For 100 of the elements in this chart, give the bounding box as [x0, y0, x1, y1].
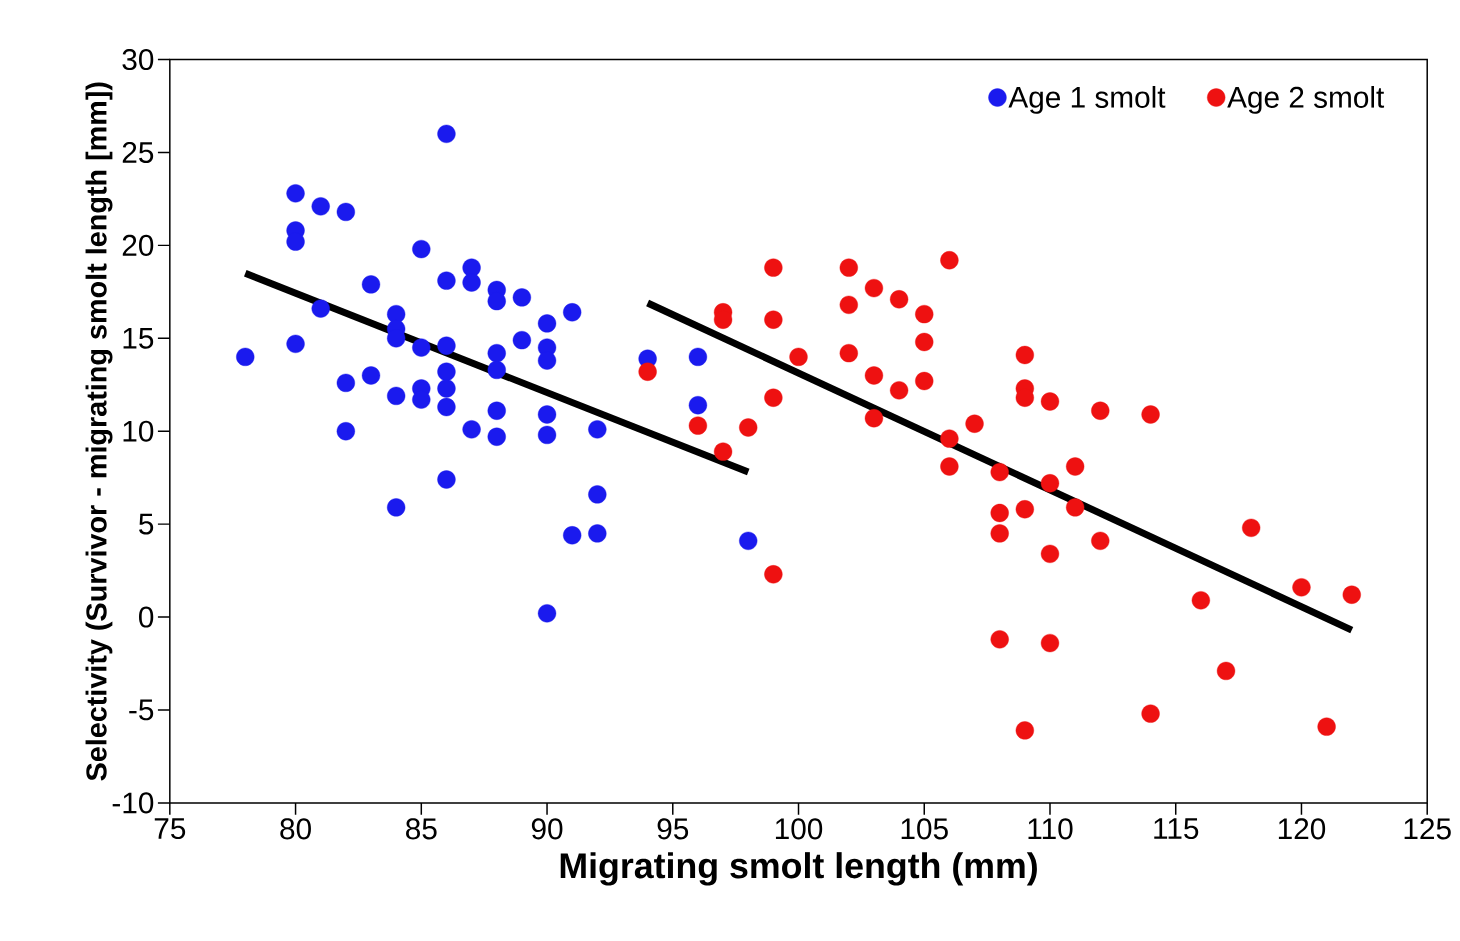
point	[940, 457, 959, 476]
point	[437, 398, 456, 417]
point	[889, 381, 909, 400]
point	[487, 360, 506, 380]
x-tick-label: 110	[1028, 818, 1073, 840]
point	[1015, 500, 1034, 519]
x-tick-label: 90	[531, 818, 563, 840]
point	[1066, 457, 1085, 476]
point	[537, 604, 557, 623]
x-tick-label: 105	[901, 818, 948, 840]
x-tick-label: 95	[657, 818, 689, 840]
point	[739, 531, 758, 551]
x-tick-label: 80	[280, 818, 311, 840]
point	[638, 362, 657, 381]
point	[1091, 531, 1110, 551]
point	[839, 258, 858, 277]
point	[286, 184, 305, 203]
point	[915, 332, 934, 352]
point	[739, 418, 758, 437]
point	[412, 240, 431, 259]
point	[764, 565, 783, 584]
point	[864, 366, 884, 385]
y-tick-label: 25	[122, 141, 154, 164]
point	[487, 401, 506, 420]
point	[1091, 401, 1110, 420]
point	[1040, 544, 1060, 564]
point	[839, 344, 858, 363]
point	[563, 303, 582, 322]
point	[1216, 661, 1236, 681]
point	[764, 258, 783, 277]
point	[462, 420, 481, 439]
point	[336, 422, 355, 441]
point	[990, 503, 1009, 523]
point	[437, 336, 456, 355]
x-tick-label: 75	[154, 818, 186, 840]
legend-label: Age 2 smolt	[1227, 86, 1385, 114]
point	[412, 338, 431, 357]
y-tick-label: 10	[123, 420, 154, 442]
point	[1015, 721, 1034, 740]
point	[537, 405, 557, 424]
point	[336, 373, 355, 393]
point	[915, 371, 934, 391]
y-tick-label: 15	[123, 327, 154, 349]
x-tick-label: 100	[775, 818, 823, 840]
point	[537, 314, 557, 333]
y-tick-label: 20	[122, 234, 154, 256]
point	[789, 347, 808, 367]
point	[462, 273, 481, 292]
x-tick-label: 85	[406, 818, 437, 840]
point	[1191, 591, 1211, 610]
point	[1342, 585, 1361, 604]
point	[286, 334, 305, 354]
point	[1141, 405, 1160, 424]
point	[512, 288, 532, 307]
point	[437, 362, 456, 381]
point	[839, 295, 858, 315]
point	[336, 202, 355, 222]
point	[437, 124, 456, 144]
point	[563, 526, 582, 545]
point	[437, 379, 456, 398]
point	[1066, 498, 1085, 517]
point	[688, 396, 708, 415]
x-tick-label: 120	[1278, 818, 1326, 840]
point	[1141, 704, 1160, 723]
point	[236, 347, 255, 367]
y-tick-label: -10	[112, 792, 154, 814]
x-axis-title: Migrating smolt length (mm)	[560, 852, 1037, 886]
point	[537, 351, 557, 370]
point	[889, 290, 909, 309]
point	[1040, 634, 1060, 653]
point	[864, 279, 884, 298]
point	[990, 463, 1009, 482]
point	[387, 386, 406, 406]
y-tick-label: -5	[129, 699, 154, 721]
point	[1015, 345, 1034, 365]
point	[588, 420, 607, 439]
point	[387, 498, 406, 517]
y-axis-title: Selectivity (Survivor - migrating smolt length [mm])	[85, 82, 113, 781]
point	[713, 442, 733, 461]
point	[437, 271, 456, 290]
point	[361, 275, 381, 294]
point	[864, 409, 884, 428]
point	[437, 470, 456, 489]
point	[512, 331, 532, 350]
point	[588, 485, 607, 504]
y-tick-label: 0	[139, 606, 154, 628]
point	[1292, 578, 1311, 597]
x-tick-label: 115	[1154, 818, 1199, 840]
point	[537, 425, 557, 445]
point	[1242, 518, 1261, 538]
point	[1040, 392, 1060, 411]
point	[940, 251, 959, 270]
point	[764, 310, 783, 329]
y-tick-label: 30	[122, 49, 154, 71]
point	[990, 630, 1009, 649]
point	[688, 416, 708, 435]
x-tick-label: 125	[1404, 818, 1451, 840]
point	[387, 305, 406, 324]
point	[965, 414, 984, 433]
point	[311, 197, 330, 216]
